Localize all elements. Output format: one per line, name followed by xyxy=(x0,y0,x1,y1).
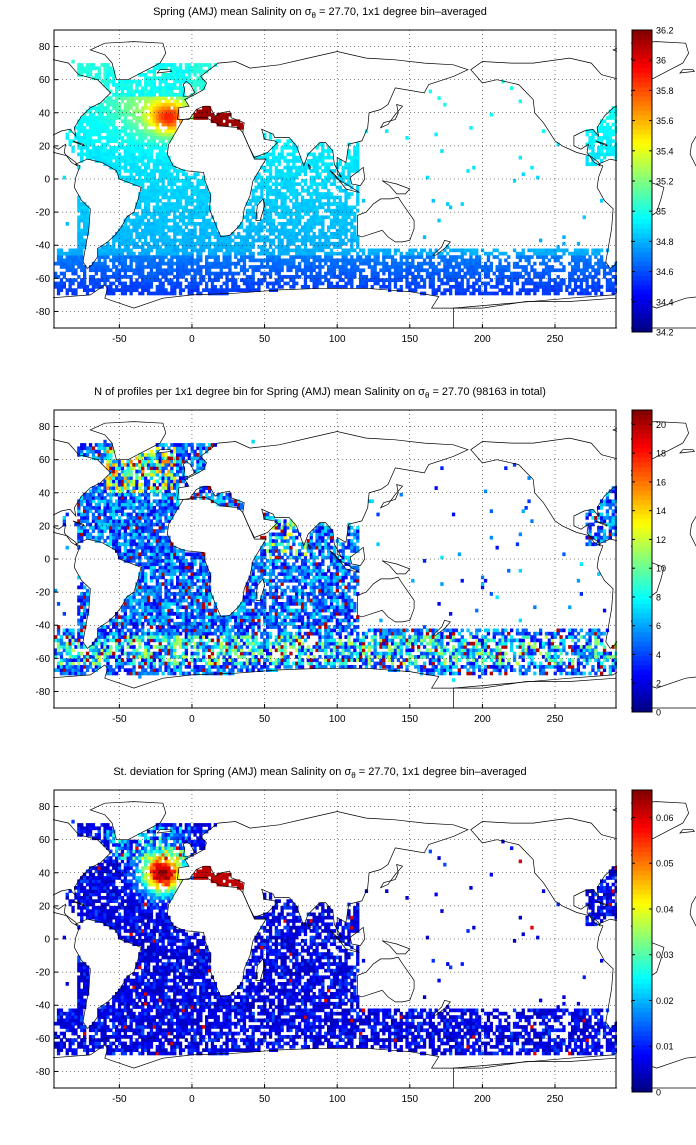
y-tick-label: -80 xyxy=(36,687,51,698)
y-tick-label: 0 xyxy=(44,555,50,566)
y-tick-label: 60 xyxy=(39,75,51,86)
x-tick-label: 100 xyxy=(329,1094,346,1105)
x-tick-label: 100 xyxy=(329,714,346,725)
y-tick-label: 40 xyxy=(39,868,51,879)
colorbar-tick-label: 36 xyxy=(656,56,666,66)
y-tick-label: -20 xyxy=(36,588,51,599)
y-tick-label: -60 xyxy=(36,274,51,285)
colorbar-tick-label: 35.8 xyxy=(656,86,674,96)
colorbar-tick-label: 34.6 xyxy=(656,267,674,277)
y-tick-label: -80 xyxy=(36,307,51,318)
x-tick-label: 150 xyxy=(401,334,418,345)
y-tick-label: -60 xyxy=(36,654,51,665)
colorbar-tick-label: 20 xyxy=(656,420,666,430)
y-tick-label: 60 xyxy=(39,835,51,846)
x-tick-label: 200 xyxy=(474,1094,491,1105)
x-tick-label: 0 xyxy=(189,714,195,725)
x-tick-label: 50 xyxy=(259,334,271,345)
y-tick-label: 0 xyxy=(44,935,50,946)
y-tick-label: 60 xyxy=(39,455,51,466)
colorbar-tick-label: 10 xyxy=(656,564,666,574)
y-tick-label: -20 xyxy=(36,968,51,979)
colorbar: 34.2 34.4 34.6 34.8 35 35.2 35.4 35.6 35.8 36 36.2 xyxy=(632,26,674,338)
x-tick-label: -50 xyxy=(112,714,127,725)
colorbar-tick-label: 34.8 xyxy=(656,237,674,247)
colorbar-tick-label: 0 xyxy=(656,708,661,718)
profile-count-map-panel: N of profiles per 1x1 degree bin for Spr… xyxy=(0,380,696,760)
map-title: Spring (AMJ) mean Salinity on σθ = 27.70… xyxy=(0,6,640,20)
y-tick-label: 80 xyxy=(39,42,51,53)
colorbar-tick-label: 2 xyxy=(656,679,661,689)
colorbar-tick-label: 16 xyxy=(656,477,666,487)
x-tick-label: -50 xyxy=(112,1094,127,1105)
colorbar-tick-label: 34.4 xyxy=(656,297,674,307)
x-tick-label: 250 xyxy=(547,1094,564,1105)
map-title: N of profiles per 1x1 degree bin for Spr… xyxy=(0,386,640,400)
x-tick-label: 250 xyxy=(547,334,564,345)
colorbar: 0 2 4 6 8 10 12 14 16 18 20 xyxy=(632,410,666,718)
y-tick-label: -40 xyxy=(36,1001,51,1012)
map-title: St. deviation for Spring (AMJ) mean Sali… xyxy=(0,766,640,780)
y-tick-label: -80 xyxy=(36,1067,51,1078)
x-tick-label: 50 xyxy=(259,1094,271,1105)
colorbar-tick-label: 6 xyxy=(656,621,661,631)
colorbar-tick-label: 0.03 xyxy=(656,950,674,960)
colorbar-tick-label: 0.01 xyxy=(656,1042,674,1052)
y-tick-label: -60 xyxy=(36,1034,51,1045)
y-tick-label: 20 xyxy=(39,521,51,532)
colorbar-tick-label: 4 xyxy=(656,650,661,660)
colorbar-tick-label: 8 xyxy=(656,592,661,602)
x-tick-label: 250 xyxy=(547,714,564,725)
y-tick-label: 80 xyxy=(39,422,51,433)
x-tick-label: 0 xyxy=(189,334,195,345)
colorbar-tick-label: 0.05 xyxy=(656,859,674,869)
x-tick-label: 200 xyxy=(474,714,491,725)
x-tick-label: 50 xyxy=(259,714,271,725)
colorbar-tick-label: 35.4 xyxy=(656,146,674,156)
y-tick-label: 20 xyxy=(39,901,51,912)
colorbar-tick-label: 35 xyxy=(656,207,666,217)
y-tick-label: -40 xyxy=(36,621,51,632)
colorbar-tick-label: 14 xyxy=(656,506,666,516)
colorbar-tick-label: 0 xyxy=(656,1088,661,1098)
colorbar-tick-label: 0.06 xyxy=(656,813,674,823)
stdev-map-panel: St. deviation for Spring (AMJ) mean Sali… xyxy=(0,760,696,1140)
colorbar-tick-label: 34.2 xyxy=(656,328,674,338)
colorbar: 0 0.01 0.02 0.03 0.04 0.05 0.06 xyxy=(632,790,674,1098)
y-tick-label: 0 xyxy=(44,175,50,186)
x-tick-label: 0 xyxy=(189,1094,195,1105)
y-tick-label: 80 xyxy=(39,802,51,813)
colorbar-tick-label: 35.6 xyxy=(656,116,674,126)
x-tick-label: 200 xyxy=(474,334,491,345)
x-tick-label: 150 xyxy=(401,1094,418,1105)
colorbar-tick-label: 18 xyxy=(656,449,666,459)
y-tick-label: 20 xyxy=(39,141,51,152)
y-tick-label: -40 xyxy=(36,241,51,252)
colorbar-tick-label: 12 xyxy=(656,535,666,545)
colorbar-tick-label: 0.02 xyxy=(656,996,674,1006)
colorbar-tick-label: 36.2 xyxy=(656,26,674,36)
x-tick-label: 150 xyxy=(401,714,418,725)
colorbar-tick-label: 35.2 xyxy=(656,177,674,187)
x-tick-label: 100 xyxy=(329,334,346,345)
x-tick-label: -50 xyxy=(112,334,127,345)
colorbar-tick-label: 0.04 xyxy=(656,904,674,914)
y-tick-label: -20 xyxy=(36,208,51,219)
y-tick-label: 40 xyxy=(39,108,51,119)
salinity-map-panel: Spring (AMJ) mean Salinity on σθ = 27.70… xyxy=(0,0,696,380)
y-tick-label: 40 xyxy=(39,488,51,499)
